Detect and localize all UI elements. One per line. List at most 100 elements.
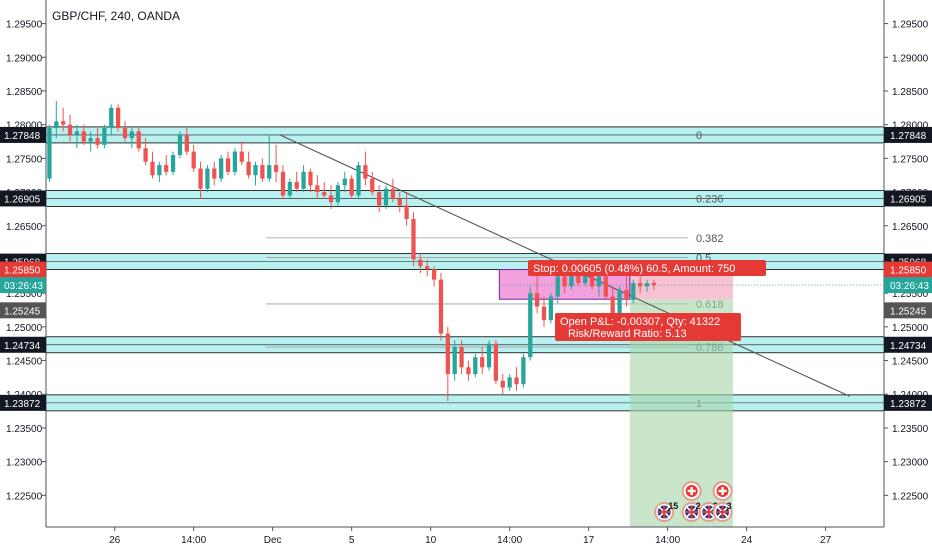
candle-body	[294, 181, 299, 189]
stop-label-text: Stop: 0.00605 (0.48%) 60.5, Amount: 750	[533, 263, 735, 275]
x-tick-label: 14:00	[181, 535, 206, 546]
candle-body	[356, 165, 361, 196]
candle-body	[397, 198, 402, 206]
candle-body	[61, 121, 66, 125]
level-price-label-right: 1.27848	[890, 131, 927, 142]
candle	[115, 104, 121, 132]
candle-body	[267, 165, 272, 179]
candle	[425, 259, 430, 277]
y-tick-label-left: 1.27500	[6, 154, 43, 165]
y-tick-label-left: 1.24500	[6, 357, 43, 368]
candle	[246, 151, 251, 179]
price-badge-left-label: 03:26:43	[4, 281, 43, 292]
candle	[136, 128, 141, 152]
y-tick-label-left: 1.25500	[6, 289, 43, 300]
candle	[624, 276, 629, 307]
y-tick-label-left: 1.28500	[6, 87, 43, 98]
candle-body	[514, 377, 519, 385]
candle	[356, 161, 361, 199]
candle	[514, 367, 519, 391]
candle-body	[150, 161, 155, 176]
candle	[177, 131, 183, 159]
level-price-tag-left	[0, 394, 46, 411]
candle-body	[466, 367, 471, 375]
candle	[596, 272, 602, 297]
fib-level-label: 0.382	[696, 233, 724, 245]
candle	[528, 286, 533, 361]
y-tick-label-right: 1.25000	[892, 323, 929, 334]
candle	[507, 374, 512, 391]
candle	[54, 101, 59, 139]
x-tick-label: Dec	[264, 535, 282, 546]
event-alert-icon[interactable]	[712, 481, 733, 501]
candle-body	[638, 283, 643, 287]
candle-body	[246, 161, 251, 176]
flag-cross-h	[685, 511, 699, 513]
candle	[638, 276, 643, 294]
candle-body	[603, 276, 608, 297]
candle-body	[322, 192, 327, 196]
candle-body	[280, 171, 286, 196]
candle	[95, 128, 100, 149]
candle-body	[377, 192, 382, 206]
candle	[397, 192, 402, 213]
level-price-tag-right	[884, 394, 932, 411]
event-count-label: 2	[696, 501, 701, 511]
y-tick-label-right: 1.25500	[892, 289, 929, 300]
candle	[191, 144, 196, 172]
candle-body	[480, 357, 485, 368]
candle	[47, 124, 52, 182]
candle	[335, 181, 341, 206]
event-count-label: 3	[727, 501, 732, 511]
uk-flag-event-icon[interactable]: 15	[654, 501, 678, 522]
level-price-label-left: 1.27848	[4, 131, 41, 142]
candle-body	[486, 343, 492, 368]
x-tick-label: 14:00	[497, 535, 522, 546]
candle	[411, 212, 416, 267]
plus-horizontal	[687, 489, 696, 493]
event-markers[interactable]: 15233	[654, 481, 733, 522]
candle-body	[548, 296, 553, 321]
candle-body	[328, 195, 334, 203]
event-alert-icon[interactable]	[681, 481, 702, 501]
price-badge-right	[884, 277, 932, 294]
x-tick-label: 17	[583, 535, 595, 546]
y-tick-label-right: 1.29500	[892, 20, 929, 31]
price-badge-right	[884, 261, 932, 278]
candle-body	[404, 205, 409, 220]
candle-body	[569, 269, 574, 287]
candle	[315, 175, 320, 199]
candle-body	[534, 293, 540, 307]
y-tick-label-left: 1.22500	[6, 491, 43, 502]
level-price-tag-left	[0, 336, 46, 353]
y-tick-label-right: 1.23000	[892, 458, 929, 469]
price-badge-left	[0, 277, 46, 294]
candle	[418, 252, 423, 273]
level-price-label-right: 1.26905	[890, 194, 927, 205]
level-price-label-left: 1.23872	[4, 399, 41, 410]
candle	[651, 279, 657, 290]
uk-flag-event-icon[interactable]: 3	[712, 501, 733, 522]
candle-body	[287, 181, 292, 196]
candle	[102, 124, 107, 149]
candle-body	[260, 165, 265, 179]
price-badge-right	[884, 302, 932, 319]
candle-body	[541, 306, 547, 321]
candle-body	[411, 219, 416, 260]
candle	[219, 155, 224, 182]
candle	[280, 165, 286, 199]
level-price-tag-right	[884, 190, 932, 207]
plus-horizontal	[718, 489, 727, 493]
y-tick-label-right: 1.28500	[892, 87, 929, 98]
candle	[486, 340, 492, 371]
candle-body	[631, 283, 636, 300]
fib-level-label: 0.236	[696, 193, 724, 205]
candle	[383, 185, 389, 209]
candle-body	[500, 380, 505, 388]
candle	[225, 151, 231, 176]
candle	[61, 107, 66, 132]
candle-body	[521, 357, 526, 385]
candle	[363, 151, 368, 186]
